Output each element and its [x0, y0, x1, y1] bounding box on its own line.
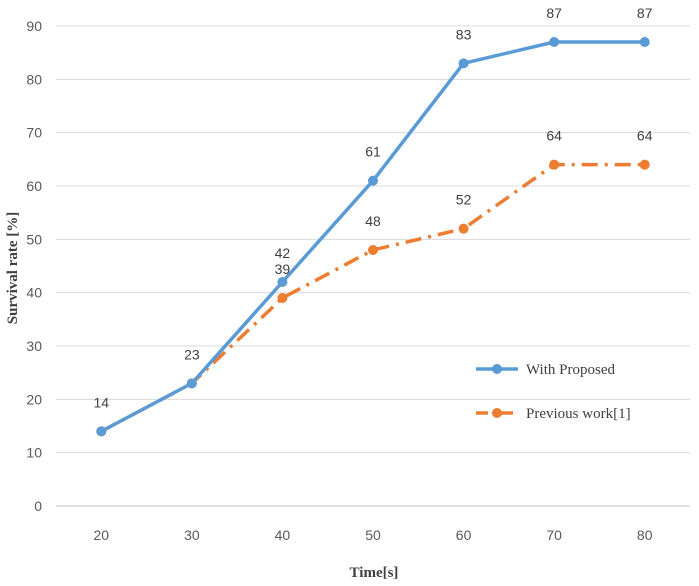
y-tick-label: 70: [26, 125, 42, 141]
data-point: [368, 245, 378, 255]
y-tick-label: 90: [26, 18, 42, 34]
data-point: [458, 58, 469, 69]
x-tick-label: 40: [275, 527, 291, 543]
legend-label: With Proposed: [526, 362, 615, 378]
data-label: 83: [456, 26, 472, 42]
data-point: [368, 175, 378, 186]
series-group: [96, 37, 650, 437]
data-point: [639, 37, 650, 47]
x-axis-title: Time[s]: [350, 565, 399, 581]
y-tick-label: 80: [26, 71, 42, 87]
legend-swatch-marker: [492, 364, 502, 374]
y-tick-label: 20: [26, 391, 42, 407]
data-labels: 14 23 42 61 83 87 87 39 48 52 64 64: [93, 5, 652, 410]
x-tick-label: 80: [637, 527, 653, 543]
y-tick-label: 50: [26, 231, 42, 247]
x-axis-ticks: 20 30 40 50 60 70 80: [93, 527, 652, 543]
y-tick-label: 30: [26, 338, 42, 354]
data-point: [639, 159, 650, 170]
y-tick-label: 60: [26, 178, 42, 194]
data-point: [96, 426, 107, 437]
data-point: [549, 159, 560, 170]
legend: With Proposed Previous work[1]: [476, 362, 631, 422]
x-tick-label: 50: [365, 527, 381, 543]
legend-label: Previous work[1]: [526, 406, 631, 422]
y-axis-ticks: 0 10 20 30 40 50 60 70 80 90: [26, 18, 42, 514]
data-label: 48: [365, 213, 381, 229]
gridlines: [56, 25, 690, 507]
series-line-1: [100, 162, 645, 433]
data-point: [549, 37, 560, 47]
data-label: 61: [365, 144, 381, 160]
data-label: 23: [184, 346, 200, 362]
legend-swatch-marker: [492, 408, 502, 418]
data-label: 52: [456, 192, 472, 208]
x-tick-label: 60: [456, 527, 472, 543]
y-tick-label: 40: [26, 285, 42, 301]
y-tick-label: 10: [26, 445, 42, 461]
y-axis-title: Survival rate [%]: [5, 212, 21, 324]
y-tick-label: 0: [34, 498, 42, 514]
data-label: 87: [546, 5, 562, 21]
x-tick-label: 70: [546, 527, 562, 543]
data-label: 42: [275, 245, 291, 261]
data-label: 87: [637, 5, 653, 21]
data-label: 39: [275, 261, 291, 277]
data-label: 64: [637, 128, 653, 144]
data-point: [186, 378, 197, 389]
data-point: [277, 293, 288, 303]
data-point: [277, 277, 288, 287]
data-point: [458, 223, 469, 234]
x-tick-label: 20: [93, 527, 109, 543]
x-tick-label: 30: [184, 527, 200, 543]
data-label: 14: [93, 394, 109, 410]
data-label: 64: [546, 128, 562, 144]
